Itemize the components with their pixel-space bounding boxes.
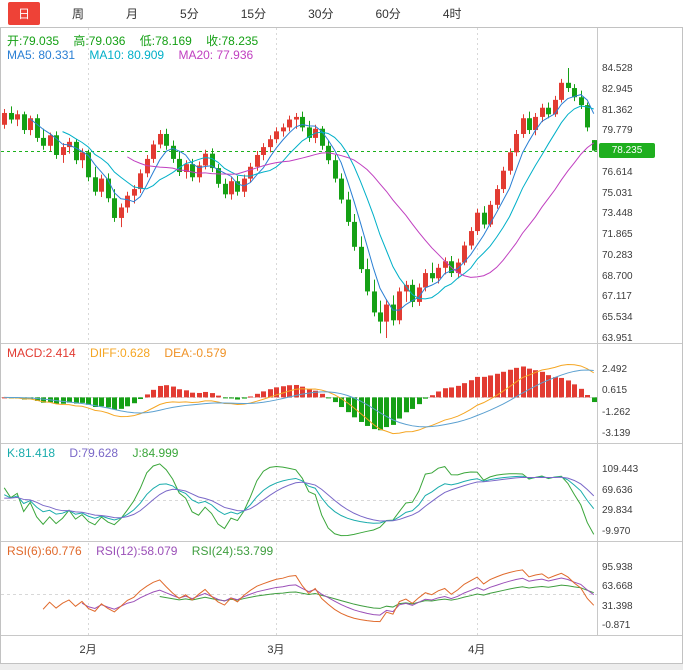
macd-y-axis-label: 2.492 [602,364,628,376]
kdj-y-axis-label: 69.636 [602,484,633,496]
dea-value: DEA:-0.579 [164,346,227,360]
main-y-axis-label: 67.117 [602,291,632,303]
rsi-y-axis-label: 95.938 [602,561,633,573]
main-y-axis-label: 68.700 [602,270,633,282]
close-value: 收:78.235 [206,34,259,48]
tab-5min[interactable]: 5分 [180,7,199,21]
macd-readout: MACD:2.414 DIFF:0.628 DEA:-0.579 [7,346,237,360]
kdj-y-axis-label: 29.834 [602,505,633,517]
tab-day[interactable]: 日 [8,2,41,25]
k-value: K:81.418 [7,446,56,460]
rsi-y-axis-label: -0.871 [602,620,631,632]
d-value: D:79.628 [69,446,119,460]
high-value: 高:79.036 [73,34,126,48]
main-y-axis-label: 70.283 [602,249,633,261]
rsi24-value: RSI(24):53.799 [191,544,274,558]
rsi-y-axis-label: 63.668 [602,581,633,593]
ohlc-readout: 开:79.035 高:79.036 低:78.169 收:78.235 [7,32,269,49]
diff-value: DIFF:0.628 [90,346,151,360]
j-value: J:84.999 [132,446,179,460]
main-y-axis-label: 79.779 [602,125,633,137]
ma10-value: MA10: 80.909 [89,48,165,62]
x-axis-month-label: 3月 [267,644,285,656]
tab-15min[interactable]: 15分 [240,7,267,21]
rsi-readout: RSI(6):60.776 RSI(12):58.079 RSI(24):53.… [7,544,284,558]
macd-y-axis-label: -3.139 [602,427,631,439]
main-y-axis-label: 63.951 [602,333,633,344]
timeframe-toolbar: 日 周 月 5分 15分 30分 60分 4时 [0,0,683,27]
chart-frame: 开:79.035 高:79.036 低:78.169 收:78.235 MA5:… [0,27,683,664]
current-price-badge: 78.235 [599,142,655,158]
tab-4hour[interactable]: 4时 [442,7,462,21]
ma5-value: MA5: 80.331 [7,48,76,62]
macd-y-axis-label: 0.615 [602,385,628,397]
kdj-readout: K:81.418 D:79.628 J:84.999 [7,446,189,460]
tab-60min[interactable]: 60分 [375,7,401,21]
ma-readout: MA5: 80.331 MA10: 80.909 MA20: 77.936 [7,48,264,62]
tab-month[interactable]: 月 [126,7,139,21]
kdj-y-axis-label: -9.970 [602,525,631,537]
rsi-y-axis-label: 31.398 [602,600,633,612]
main-y-axis-label: 76.614 [602,166,633,178]
main-y-axis-label: 65.534 [602,312,633,324]
open-value: 开:79.035 [7,34,60,48]
rsi6-value: RSI(6):60.776 [7,544,82,558]
x-axis-month-label: 4月 [468,644,486,656]
main-y-axis-label: 84.528 [602,63,633,74]
x-axis-month-label: 2月 [79,644,97,656]
ma20-value: MA20: 77.936 [178,48,254,62]
chart-canvas[interactable] [1,28,682,663]
main-y-axis-label: 81.362 [602,104,633,116]
tab-week[interactable]: 周 [72,7,85,21]
tab-30min[interactable]: 30分 [308,7,334,21]
main-y-axis-label: 73.448 [602,208,633,220]
main-y-axis-label: 82.945 [602,83,633,95]
macd-value: MACD:2.414 [7,346,76,360]
kdj-y-axis-label: 109.443 [602,464,639,476]
low-value: 低:78.169 [139,34,192,48]
rsi12-value: RSI(12):58.079 [96,544,178,558]
main-y-axis-label: 75.031 [602,187,633,199]
main-y-axis-label: 71.865 [602,229,633,241]
macd-y-axis-label: -1.262 [602,406,631,418]
